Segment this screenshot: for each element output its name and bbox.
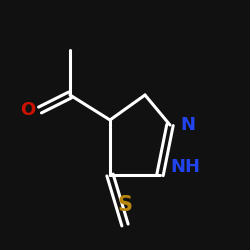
Text: O: O — [20, 101, 35, 119]
Text: N: N — [180, 116, 195, 134]
Text: S: S — [118, 195, 132, 215]
Text: NH: NH — [170, 158, 200, 176]
